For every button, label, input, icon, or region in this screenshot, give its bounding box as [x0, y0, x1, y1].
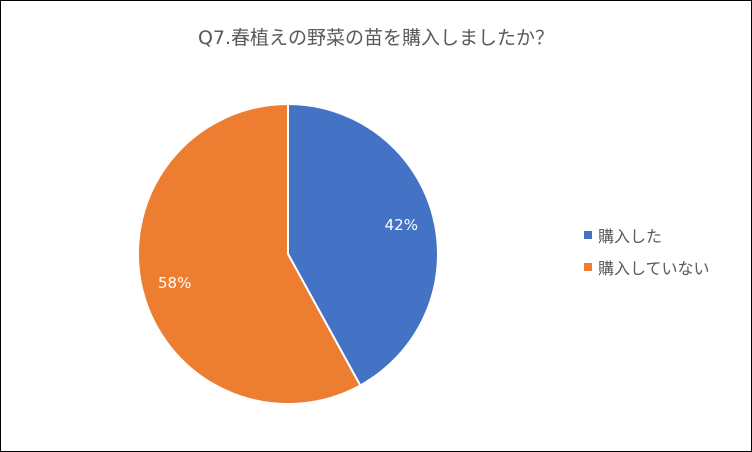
legend-item-purchased: 購入した	[584, 225, 710, 246]
chart-title: Q7.春植えの野菜の苗を購入しましたか？	[197, 27, 555, 49]
pie-slice-purchased	[287, 102, 439, 387]
legend-swatch-not-purchased	[584, 263, 592, 271]
data-label-not-purchased: 58%	[158, 274, 191, 292]
legend-label-purchased: 購入した	[598, 227, 663, 246]
legend-label-not-purchased: 購入していない	[598, 259, 710, 278]
legend: 購入した 購入していない	[584, 225, 710, 289]
data-label-purchased: 42%	[385, 216, 418, 234]
legend-swatch-purchased	[584, 231, 592, 239]
legend-item-not-purchased: 購入していない	[584, 257, 710, 278]
pie-slice-not-purchased	[137, 102, 362, 405]
